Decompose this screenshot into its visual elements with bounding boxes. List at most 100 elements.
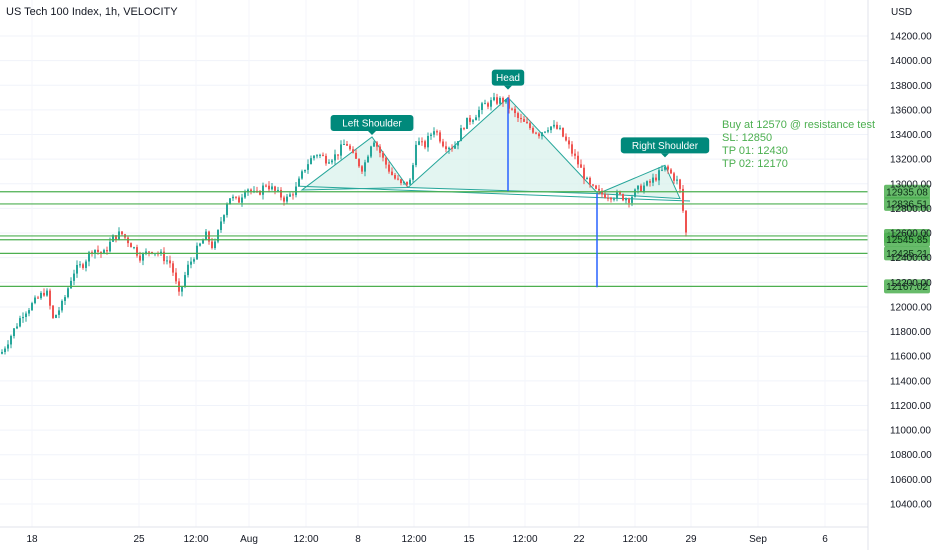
candle (301, 169, 303, 180)
candle (22, 312, 24, 323)
y-tick-label: 12400.00 (890, 253, 932, 264)
price-level-badge-bg (884, 232, 930, 247)
candle (49, 288, 51, 310)
grid-layer (0, 0, 868, 527)
candle-body (136, 247, 138, 256)
candle-body (427, 135, 429, 148)
candle (547, 127, 549, 134)
candle-body (421, 141, 423, 143)
candle-body (652, 177, 654, 183)
candle (16, 323, 18, 330)
candle-body (37, 297, 39, 299)
candle-body (232, 196, 234, 199)
candle-body (394, 175, 396, 179)
candle-body (85, 261, 87, 268)
candle (550, 126, 552, 134)
candle (538, 132, 540, 139)
candle (424, 139, 426, 150)
candle (499, 96, 501, 106)
pattern-label-bg (330, 114, 414, 131)
candle (580, 159, 582, 168)
candle-body (274, 186, 276, 191)
pattern-label-text: Right Shoulder (632, 141, 699, 152)
candle-body (667, 166, 669, 170)
price-level-value: 12435.21 (886, 249, 928, 260)
candle (322, 152, 324, 157)
candle-body (49, 290, 51, 306)
candle (601, 188, 603, 198)
candle-body (577, 155, 579, 165)
candle-body (553, 124, 555, 127)
candle (25, 311, 27, 322)
candle (556, 121, 558, 130)
candle-body (145, 251, 147, 254)
y-tick-label: 10400.00 (890, 500, 932, 511)
y-tick-label: 11000.00 (890, 426, 931, 437)
chart-title: US Tech 100 Index, 1h, VELOCITY (6, 6, 178, 18)
candle (514, 106, 516, 118)
candle (445, 141, 447, 153)
candle (367, 154, 369, 163)
candle-body (613, 198, 615, 200)
candle (172, 260, 174, 277)
candle (145, 248, 147, 256)
candle-body (448, 147, 450, 150)
candle (325, 153, 327, 166)
candle (568, 136, 570, 149)
candle-body (109, 241, 111, 252)
candle (79, 261, 81, 268)
candle (274, 185, 276, 195)
y-tick-label: 12000.00 (890, 302, 932, 313)
candle-body (211, 241, 213, 248)
candle-body (646, 181, 648, 186)
x-tick-label: 12:00 (183, 534, 208, 545)
candle (544, 131, 546, 134)
trade-annotation[interactable]: Buy at 12570 @ resistance test SL: 12850… (722, 119, 875, 170)
candle-body (58, 310, 60, 315)
candle (346, 140, 348, 146)
x-tick-label: 6 (822, 534, 828, 545)
candle-body (601, 190, 603, 195)
candle-body (499, 97, 501, 104)
candle (175, 268, 177, 285)
candle-body (343, 144, 345, 146)
candle-body (592, 184, 594, 186)
pattern-label-text: Head (496, 73, 520, 84)
candle-body (418, 141, 420, 145)
candle (160, 249, 162, 256)
candle-body (304, 169, 306, 172)
price-level-badge-bg (884, 196, 930, 211)
candle-body (445, 146, 447, 150)
x-tick-label: 22 (573, 534, 585, 545)
candle-body (16, 326, 18, 329)
candle (592, 184, 594, 187)
candle-body (220, 221, 222, 231)
candle (397, 175, 399, 181)
candle-body (451, 147, 453, 149)
candle (34, 295, 36, 305)
candle-body (346, 144, 348, 146)
candle-body (250, 189, 252, 192)
candle-body (457, 141, 459, 146)
candle-body (535, 132, 537, 134)
candle (535, 131, 537, 135)
y-tick-label: 14200.00 (890, 32, 932, 43)
candle-body (94, 249, 96, 254)
candle-body (301, 171, 303, 179)
candle-body (508, 98, 510, 109)
candle-body (511, 108, 513, 110)
candle (328, 159, 330, 164)
candle (403, 181, 405, 186)
candle-body (424, 141, 426, 148)
candle (502, 96, 504, 107)
candle-body (295, 186, 297, 196)
candle (685, 209, 687, 237)
candle-body (283, 197, 285, 202)
candle (400, 178, 402, 186)
candle (238, 195, 240, 203)
candle-body (391, 171, 393, 176)
candle-body (259, 191, 261, 195)
candle (295, 181, 297, 198)
candle-body (568, 140, 570, 145)
